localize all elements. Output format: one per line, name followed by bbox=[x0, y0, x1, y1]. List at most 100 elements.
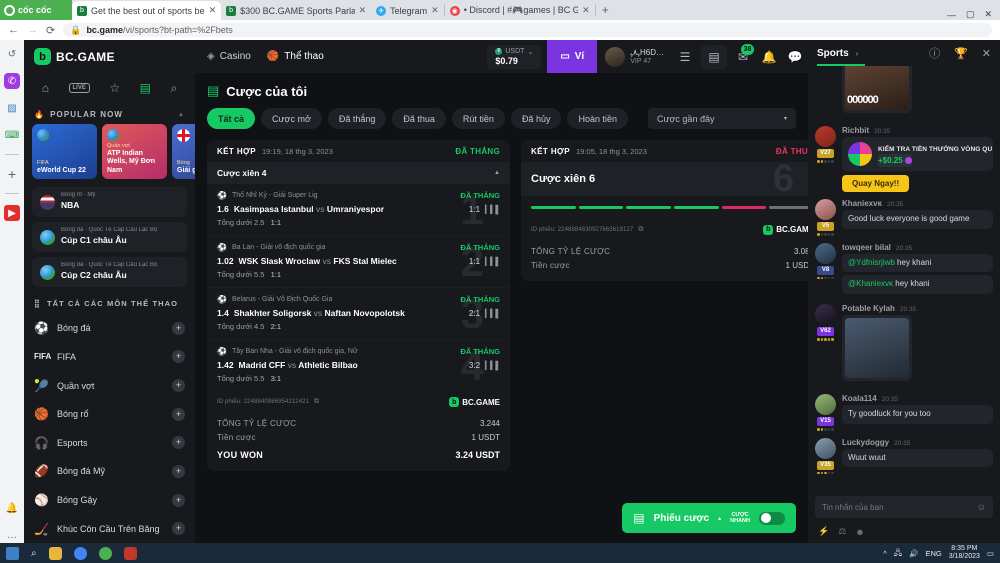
tab-cashout[interactable]: Rút tiền bbox=[451, 108, 505, 129]
back-icon[interactable]: ← bbox=[8, 24, 19, 36]
browser-tab-2[interactable]: ✈ Telegram ✕ bbox=[371, 1, 444, 20]
bell-icon[interactable]: 🔔 bbox=[761, 49, 777, 64]
browser-tab-3[interactable]: ◉ • Discord | #🎮games | BC G ✕ bbox=[445, 1, 595, 20]
volume-icon[interactable]: 🔊 bbox=[909, 548, 919, 558]
sidebar-item-american-football[interactable]: 🏈 Bóng đá Mỹ + bbox=[24, 457, 195, 486]
language-indicator[interactable]: ENG bbox=[925, 548, 942, 558]
coccoc-icon[interactable] bbox=[98, 546, 112, 560]
copy-icon[interactable]: ⧉ bbox=[314, 398, 320, 405]
expand-icon[interactable]: + bbox=[172, 379, 185, 393]
message-username[interactable]: Khaniexᴠᴋ bbox=[842, 199, 883, 208]
sidebar-item-tennis[interactable]: 🎾 Quần vợt + bbox=[24, 371, 195, 400]
info-icon[interactable]: ⓘ bbox=[929, 48, 941, 60]
messenger-icon[interactable]: ✆ bbox=[4, 73, 20, 89]
slip-subtitle-row[interactable]: Cược xiên 4 ▲ bbox=[207, 162, 510, 184]
spin-now-button[interactable]: Quay Ngay!! bbox=[842, 175, 910, 192]
more-icon[interactable]: … bbox=[7, 529, 17, 541]
league-item-nba[interactable]: Bóng rổ · Mỹ NBA bbox=[32, 187, 187, 217]
sidebar-item-fifa[interactable]: FIFA FIFA + bbox=[24, 343, 195, 372]
vault-icon[interactable]: ▤ bbox=[701, 44, 727, 69]
network-icon[interactable]: 🖧 bbox=[893, 547, 903, 557]
game-icon[interactable]: ⌨ bbox=[4, 129, 20, 141]
expand-icon[interactable]: + bbox=[172, 436, 185, 450]
avatar[interactable]: V35 bbox=[815, 437, 836, 475]
sidebar-item-soccer[interactable]: ⚽ Bóng đá + bbox=[24, 314, 195, 343]
chevron-up-icon[interactable]: ▲ bbox=[177, 111, 185, 118]
sidebar-item-basketball[interactable]: 🏀 Bóng rổ + bbox=[24, 400, 195, 429]
chat-toggle-icon[interactable]: 💬 bbox=[787, 49, 803, 64]
league-item-ucl[interactable]: Bóng đá · Quốc Tế Cấp Câu Lạc Bộ Cúp C1 … bbox=[32, 222, 187, 252]
promo-card[interactable]: Quần vợt ATP Indian Wells, Mỹ Đơn Nam bbox=[102, 124, 167, 179]
bet-slip-card[interactable]: KẾT HỢP 19:19, 18 thg 3, 2023 ĐÃ THẮNG C… bbox=[207, 140, 510, 471]
sidebar-item-baseball[interactable]: ⚾ Bóng Gậy + bbox=[24, 486, 195, 515]
notification-icon[interactable]: 🔔 bbox=[5, 502, 19, 514]
avatar[interactable]: V62 bbox=[815, 304, 836, 387]
sort-select[interactable]: Cược gần đây ▾ bbox=[648, 108, 796, 129]
tab-cancelled[interactable]: Đã hủy bbox=[510, 108, 562, 129]
search-icon[interactable]: ⌕ bbox=[170, 80, 178, 95]
stats-icon[interactable]: ▎▍▌ bbox=[485, 361, 501, 370]
chevron-right-icon[interactable]: › bbox=[855, 48, 859, 58]
tab-all[interactable]: Tất cả bbox=[207, 108, 256, 129]
nav-sports[interactable]: 🏀 Thể thao bbox=[267, 51, 324, 62]
tray-chevron-icon[interactable]: ^ bbox=[883, 548, 887, 558]
stats-icon[interactable]: ▎▍▌ bbox=[485, 257, 501, 266]
my-bets-icon[interactable]: ▤ bbox=[139, 81, 151, 95]
browser-tab-0[interactable]: b Get the best out of sports be ✕ bbox=[72, 1, 222, 20]
wallet-balance[interactable]: ₮ USDT ⌄ $0.79 bbox=[487, 44, 542, 69]
close-tab-icon[interactable]: ✕ bbox=[582, 5, 590, 15]
address-bar[interactable]: 🔒 bc.game/vi/sports?bt-path=%2Fbets bbox=[63, 23, 992, 37]
tab-refunded[interactable]: Hoàn tiền bbox=[567, 108, 628, 129]
chat-messages[interactable]: 000000 V27 Richbit 20:35 bbox=[808, 66, 1000, 490]
tab-open[interactable]: Cược mở bbox=[261, 108, 322, 129]
message-username[interactable]: Koala114 bbox=[842, 394, 877, 404]
close-tab-icon[interactable]: ✕ bbox=[208, 5, 217, 15]
coccoc-brand-tab[interactable]: cốc cốc bbox=[0, 0, 72, 20]
close-chat-icon[interactable]: ✕ bbox=[981, 47, 991, 60]
message-username[interactable]: Richbit bbox=[842, 126, 870, 135]
forward-icon[interactable]: → bbox=[27, 24, 38, 36]
file-explorer-icon[interactable] bbox=[48, 546, 62, 560]
nav-casino[interactable]: ◈ Casino bbox=[207, 51, 251, 62]
notification-center-icon[interactable]: ▭ bbox=[986, 548, 994, 558]
user-profile[interactable]: ﮩ٨ﮩH6D… VIP 47 bbox=[597, 46, 672, 67]
chat-room-title[interactable]: Sports bbox=[817, 47, 849, 59]
close-tab-icon[interactable]: ✕ bbox=[431, 5, 439, 15]
chat-input[interactable]: Tin nhắn của bạn ☺ bbox=[815, 496, 993, 518]
bonus-wheel-card[interactable]: KIỂM TRA TIỀN THƯỞNG VÒNG QU +$0.25 bbox=[842, 137, 993, 171]
mention[interactable]: @Khaniexᴠᴋ bbox=[848, 279, 894, 289]
mention[interactable]: @Ydfnisrjiwb bbox=[848, 257, 895, 267]
close-window-button[interactable]: ✕ bbox=[984, 9, 992, 19]
promo-card[interactable]: FIFA eWorld Cup 22 bbox=[32, 124, 97, 179]
live-icon[interactable]: LIVE bbox=[68, 83, 90, 93]
tab-won[interactable]: Đã thắng bbox=[327, 108, 387, 129]
slip-subtitle-row[interactable]: Cược xiên 6 6 ▾ bbox=[521, 160, 808, 198]
sidebar-item-esports[interactable]: 🎧 Esports + bbox=[24, 429, 195, 458]
stats-icon[interactable]: ▎▍▌ bbox=[485, 205, 501, 214]
chevron-down-icon[interactable]: ⌄ bbox=[527, 48, 534, 56]
message-image[interactable]: 000000 bbox=[845, 66, 909, 110]
maximize-button[interactable]: ▢ bbox=[965, 9, 975, 19]
trophy-icon[interactable]: 🏆 bbox=[954, 47, 968, 60]
expand-icon[interactable]: + bbox=[172, 493, 185, 507]
avatar[interactable]: V15 bbox=[815, 394, 836, 431]
message-image[interactable] bbox=[845, 318, 909, 379]
expand-icon[interactable]: + bbox=[172, 321, 185, 335]
betslip-bar[interactable]: ▤ Phiếu cược ▴ CƯỢC NHANH bbox=[622, 503, 796, 533]
expand-icon[interactable]: + bbox=[172, 407, 185, 421]
stats-icon[interactable]: ▎▍▌ bbox=[485, 309, 501, 318]
app-icon[interactable] bbox=[123, 546, 137, 560]
close-tab-icon[interactable]: ✕ bbox=[358, 5, 367, 15]
mail-icon[interactable]: ✉ 38 bbox=[730, 40, 756, 73]
clock[interactable]: 8:35 PM 3/18/2023 bbox=[949, 545, 980, 561]
smiley-icon[interactable]: ☺ bbox=[976, 502, 986, 512]
bc-game-logo[interactable]: b BC.GAME bbox=[24, 40, 195, 73]
taskbar-search-icon[interactable]: ⌕ bbox=[31, 547, 37, 559]
emoji-icon[interactable]: ☻ bbox=[855, 526, 865, 537]
chevron-up-icon[interactable]: ▲ bbox=[494, 170, 500, 176]
new-tab-button[interactable]: + bbox=[601, 3, 609, 17]
browser-tab-1[interactable]: b $300 BC.GAME Sports Parlay ✕ bbox=[221, 1, 371, 20]
home-icon[interactable]: ⌂ bbox=[41, 81, 49, 95]
league-item-uel[interactable]: Bóng đá · Quốc Tế Cấp Câu Lạc Bộ Cúp C2 … bbox=[32, 257, 187, 287]
expand-icon[interactable]: + bbox=[172, 522, 185, 536]
